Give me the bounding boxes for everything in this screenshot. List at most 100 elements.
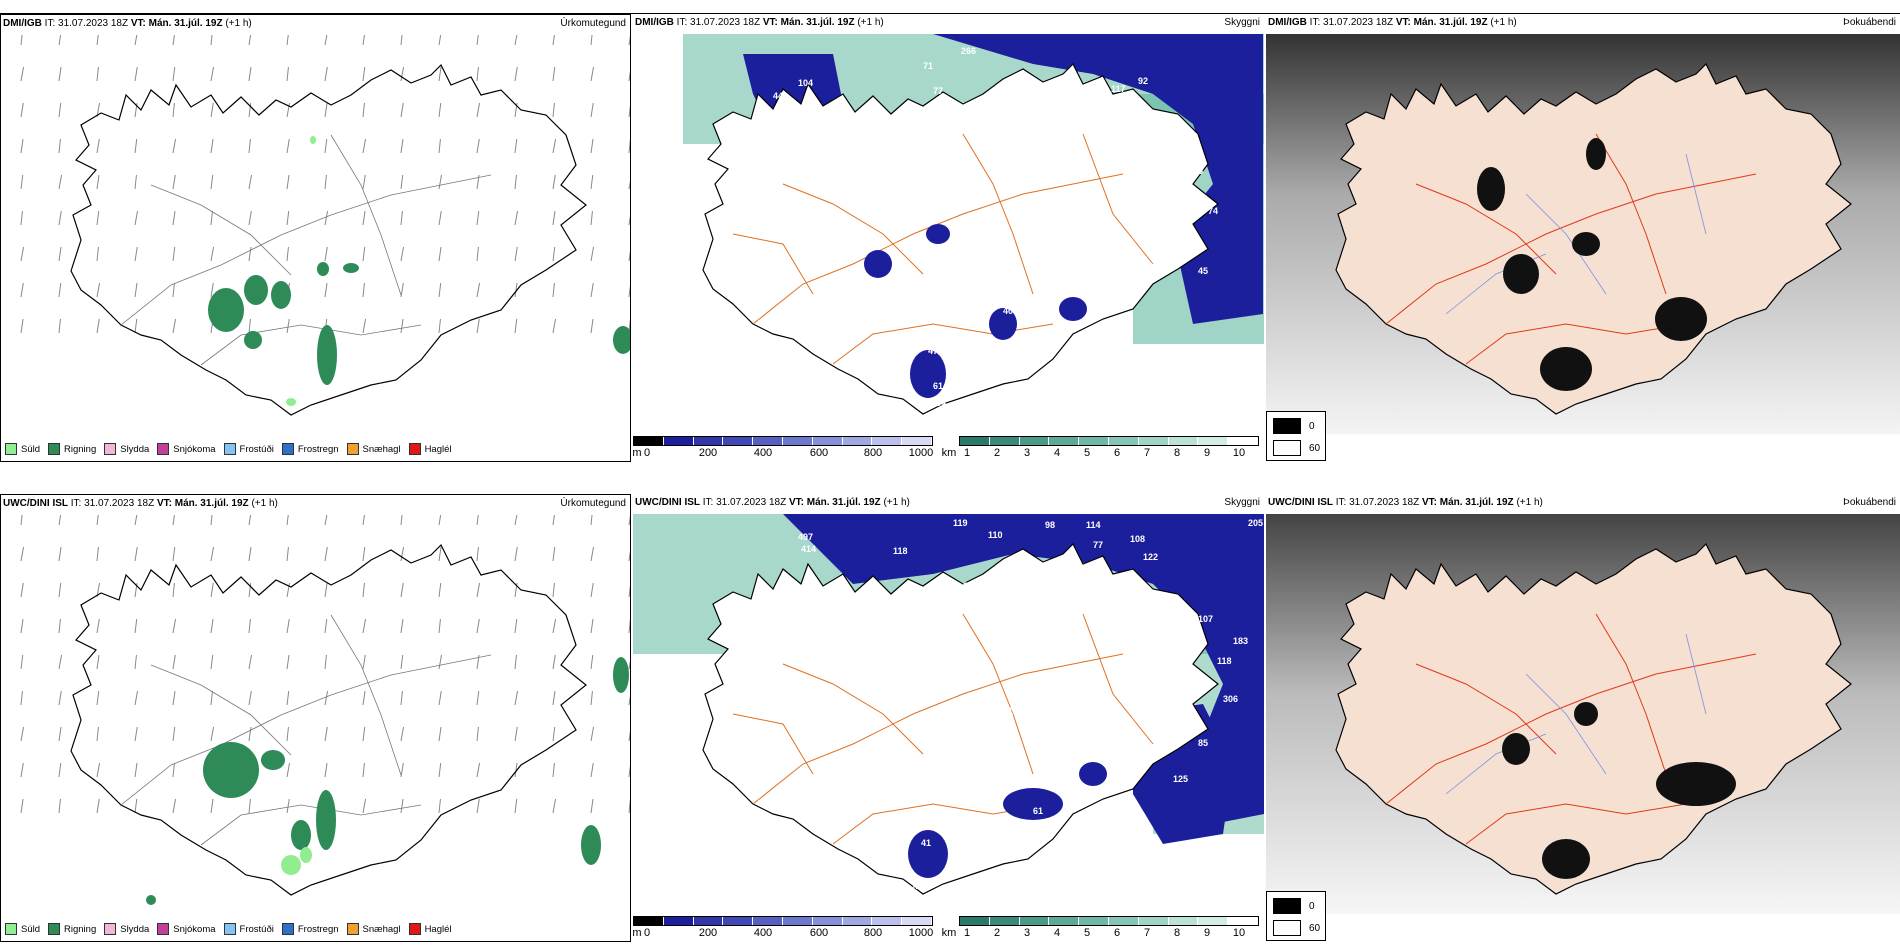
visibility-scale-labels: km 1 2 3 4 5 6 7 8 9 10 [942, 446, 1259, 460]
wind-barb [400, 210, 403, 226]
wind-barb [552, 66, 556, 82]
wind-barb [438, 546, 442, 562]
legend-swatch [408, 443, 421, 455]
legend-item: Súld [5, 923, 40, 935]
visibility-value-label: 119 [953, 518, 968, 528]
wind-barb [400, 798, 404, 814]
valid-time: Mán. 31.júl. 19Z [174, 498, 249, 509]
wind-barb [628, 618, 630, 634]
scale-unit: km [941, 447, 957, 459]
wind-barb [248, 582, 252, 598]
wind-barb [134, 546, 138, 562]
it-label: IT: [702, 497, 714, 508]
coastline [702, 62, 1219, 415]
wind-barb [58, 654, 63, 670]
wind-barb [20, 654, 24, 670]
visibility-value-label: 125 [1173, 774, 1188, 784]
legend-swatch [408, 923, 421, 935]
wind-barb [210, 102, 214, 118]
scale-tick: 9 [1203, 927, 1211, 939]
visibility-value-label: 497 [798, 532, 813, 542]
wind-barb [248, 726, 252, 742]
legend-item: Slydda [104, 923, 149, 935]
visibility-value-label: 76 [903, 746, 913, 756]
wind-barb [58, 138, 61, 154]
wind-barb [248, 546, 252, 562]
wind-barb [438, 726, 442, 742]
scale-unit: m [633, 447, 642, 459]
visibility-value-label: 103 [1171, 622, 1186, 632]
visibility-value-label: 65 [1113, 106, 1123, 116]
wind-barb [324, 282, 328, 298]
scale-tick: 7 [1143, 447, 1151, 459]
panel-title: Úrkomutegund [560, 498, 626, 509]
wind-barb [172, 102, 175, 118]
wind-barb [134, 282, 138, 298]
wind-barb [172, 654, 176, 670]
wind-barb [286, 35, 289, 46]
wind-barb [362, 654, 366, 670]
visibility-value-label: 108 [1151, 114, 1166, 124]
fog-legend-high: 0 [1309, 900, 1315, 912]
wind-barb [20, 762, 24, 778]
wind-barb [590, 582, 594, 598]
wind-barb [134, 66, 138, 82]
panel-header: UWC/DINI ISL IT: 31.07.2023 18Z VT: Mán.… [1268, 497, 1898, 513]
visibility-value-label: 73 [758, 126, 768, 136]
wind-barb [590, 515, 593, 526]
roads [120, 134, 492, 366]
wind-barb [362, 515, 365, 526]
scale-tick: 400 [753, 927, 773, 939]
wind-barb [476, 515, 479, 526]
wind-barb [58, 318, 61, 334]
wind-barb [400, 318, 404, 334]
legend-swatch [5, 923, 17, 935]
wind-barb [286, 762, 291, 778]
wind-barb [628, 798, 630, 814]
wind-barb [96, 546, 99, 562]
wind-barb [58, 515, 62, 526]
wind-barb [438, 515, 442, 526]
visibility-value-label: 57 [1068, 80, 1078, 90]
visibility-value-label: 49 [1083, 746, 1093, 756]
scale-tick: 800 [863, 447, 883, 459]
wind-barb [400, 690, 403, 706]
wind-barb [96, 35, 99, 46]
wind-barb [362, 246, 366, 262]
scale-tick: 1 [963, 927, 971, 939]
visibility-value-label: 92 [1138, 76, 1148, 86]
wind-barb [20, 618, 24, 634]
wind-barb [210, 174, 214, 190]
visibility-value-label: 40 [1003, 306, 1013, 316]
model-name: DMI/IGB [3, 18, 42, 29]
wind-barb [362, 618, 367, 634]
vt-label: VT: [1421, 497, 1437, 508]
wind-barb [172, 282, 175, 298]
wind-barb [400, 246, 405, 262]
wind-barb [58, 66, 62, 82]
wind-barb [362, 102, 365, 118]
wind-barb [324, 762, 328, 778]
legend-swatch [346, 923, 359, 935]
legend-item: Snjókoma [157, 923, 216, 935]
wind-barb [628, 104, 630, 118]
legend-swatch [104, 443, 117, 455]
wind-barb [172, 798, 177, 814]
wind-barb [590, 66, 595, 82]
wind-barb [210, 582, 214, 598]
wind-barb [514, 318, 518, 334]
iceland-precip-map [20, 35, 630, 416]
wind-barb [400, 66, 405, 82]
precip-type-panel-row1: DMI/IGB IT: 31.07.2023 18Z VT: Mán. 31.j… [0, 14, 631, 462]
wind-barb [514, 282, 518, 298]
visibility-panel-row1: DMI/IGB IT: 31.07.2023 18Z VT: Mán. 31.j… [633, 14, 1264, 462]
visibility-value-label: 56 [973, 766, 983, 776]
wind-barb [362, 726, 366, 742]
wind-barb [172, 35, 175, 46]
wind-barb [286, 690, 290, 706]
wind-barb [248, 246, 252, 262]
visibility-values: 119 205 110 98 114 497 414 118 108 77 134 85 122 146 5… [788, 518, 1263, 891]
fog-cores [1477, 138, 1707, 391]
wind-barb [476, 618, 480, 634]
wind-barb [476, 282, 481, 298]
